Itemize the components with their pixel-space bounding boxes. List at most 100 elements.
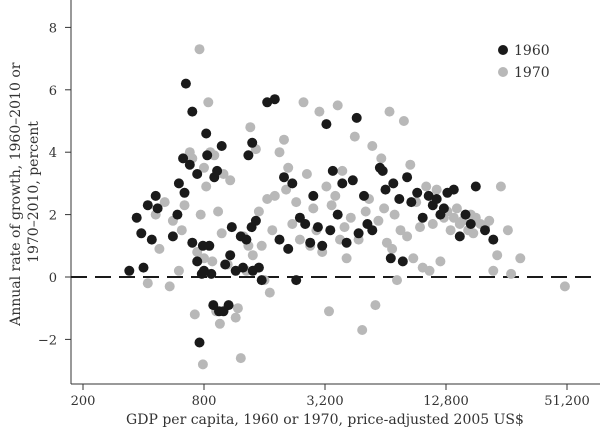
data-point-1970	[330, 190, 341, 201]
data-point-1960	[377, 165, 388, 176]
data-point-1970	[256, 240, 267, 251]
data-point-1960	[241, 234, 252, 245]
data-point-1960	[131, 212, 142, 223]
data-point-1960	[194, 337, 205, 348]
data-point-1970	[387, 243, 398, 254]
data-point-1960	[325, 225, 336, 236]
data-point-1970	[402, 231, 413, 242]
data-point-1970	[194, 44, 205, 55]
data-point-1960	[337, 178, 348, 189]
data-point-1960	[187, 106, 198, 117]
data-point-1970	[379, 203, 390, 214]
data-point-1970	[492, 250, 503, 261]
data-point-1960	[367, 225, 378, 236]
x-tick-label: 51,200	[544, 394, 590, 409]
x-tick-label: 12,800	[423, 394, 469, 409]
data-point-1970	[298, 97, 309, 108]
data-point-1960	[488, 234, 499, 245]
data-point-1970	[339, 222, 350, 233]
data-point-1960	[308, 190, 319, 201]
data-point-1970	[216, 228, 227, 239]
data-point-1960	[274, 234, 285, 245]
data-point-1960	[212, 165, 223, 176]
data-point-1970	[195, 209, 206, 220]
data-point-1970	[392, 275, 402, 286]
x-tick-label: 200	[71, 394, 96, 409]
data-point-1970	[214, 318, 225, 329]
data-point-1970	[247, 250, 258, 261]
data-point-1970	[321, 181, 332, 192]
data-point-1970	[373, 215, 384, 226]
data-point-1960	[152, 203, 163, 214]
data-point-1970	[308, 203, 319, 214]
data-point-1970	[197, 359, 208, 370]
data-point-1970	[405, 159, 416, 170]
data-point-1970	[384, 106, 395, 117]
data-point-1960	[417, 212, 428, 223]
data-point-1960	[206, 268, 217, 279]
data-point-1960	[150, 190, 161, 201]
data-point-1970	[291, 197, 302, 208]
data-point-1970	[488, 265, 499, 276]
data-point-1970	[142, 278, 153, 289]
y-axis-title: Annual rate of growth, 1960–2010 or 1970…	[8, 58, 42, 327]
y-tick-label: 4	[49, 146, 57, 161]
data-point-1960	[178, 153, 189, 164]
data-point-1960	[253, 262, 264, 273]
data-point-1970	[179, 200, 190, 211]
data-point-1960	[353, 228, 364, 239]
data-point-1970	[301, 169, 312, 179]
data-point-1960	[283, 243, 294, 254]
data-point-1970	[448, 212, 459, 223]
data-point-1970	[245, 122, 256, 133]
data-point-1960	[460, 209, 471, 220]
data-point-1970	[559, 281, 570, 292]
data-point-1960	[225, 250, 236, 261]
data-point-1970	[235, 353, 246, 364]
data-point-1970	[408, 253, 419, 264]
data-point-1970	[201, 181, 212, 192]
data-point-1960	[173, 178, 184, 189]
data-point-1960	[394, 194, 405, 204]
data-point-1970	[294, 234, 305, 245]
y-axis-title-line-2: 1970–2010, percent	[26, 121, 42, 263]
data-point-1970	[274, 147, 285, 158]
data-point-1970	[262, 194, 273, 204]
data-point-1960	[480, 225, 490, 236]
data-point-1970	[267, 225, 278, 236]
data-point-1960	[250, 215, 261, 226]
data-point-1970	[495, 181, 506, 192]
data-point-1970	[398, 116, 409, 126]
data-point-1960	[448, 184, 459, 195]
data-point-1960	[184, 159, 195, 170]
data-point-1970	[159, 197, 170, 208]
data-point-1970	[515, 253, 526, 264]
data-point-1970	[209, 150, 220, 161]
data-point-1960	[423, 190, 434, 201]
data-point-1960	[351, 112, 362, 123]
data-point-1970	[431, 184, 442, 195]
data-point-1970	[424, 265, 435, 276]
data-point-1960	[138, 262, 149, 273]
data-point-1960	[347, 175, 358, 186]
data-point-1970	[345, 212, 356, 223]
data-point-1960	[317, 240, 328, 251]
data-points	[124, 44, 570, 370]
data-point-1970	[506, 268, 517, 279]
data-point-1970	[154, 243, 165, 254]
data-point-1970	[207, 256, 218, 267]
data-point-1960	[465, 219, 476, 229]
data-point-1970	[427, 219, 438, 229]
data-point-1970	[269, 190, 280, 201]
x-axis-title: GDP per capita, 1960 or 1970, price-adju…	[126, 412, 524, 428]
data-point-1960	[142, 200, 153, 211]
data-point-1960	[327, 165, 338, 176]
data-point-1960	[312, 222, 323, 233]
data-point-1970	[264, 287, 275, 298]
data-point-1960	[332, 209, 343, 220]
data-point-1960	[341, 237, 352, 248]
data-point-1960	[300, 219, 311, 229]
axes	[70, 0, 600, 385]
data-point-1960	[180, 78, 191, 89]
